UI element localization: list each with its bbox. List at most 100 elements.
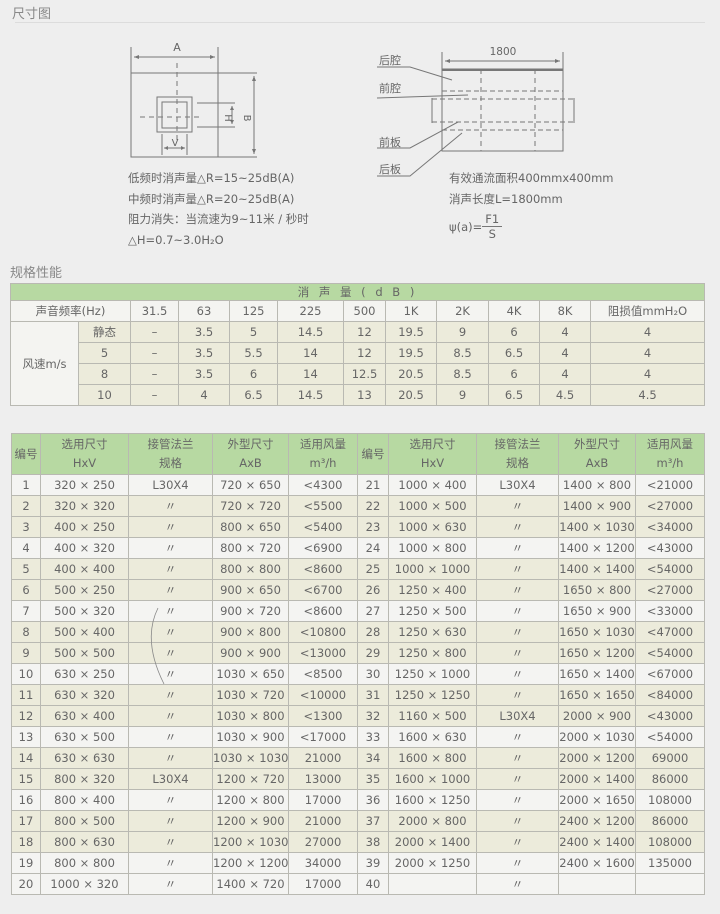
freq-header: 63	[178, 300, 230, 322]
length-label: 1800	[490, 46, 517, 58]
table-cell: <54000	[635, 726, 705, 748]
value-cell: 6.5	[488, 342, 540, 364]
column-header: 外型尺寸 AxB	[558, 433, 636, 475]
table-cell: 〃	[128, 558, 213, 580]
table-cell: <43000	[635, 537, 705, 559]
table-cell: <54000	[635, 558, 705, 580]
table-cell: 86000	[635, 768, 705, 790]
table-cell: 86000	[635, 810, 705, 832]
table-cell: <17000	[288, 726, 358, 748]
table-cell: 18	[11, 831, 41, 853]
table-cell: 〃	[476, 516, 559, 538]
table-cell: 630 × 630	[40, 747, 129, 769]
value-cell: 4	[589, 321, 706, 343]
table-cell: 〃	[128, 726, 213, 748]
speed-value: 10	[78, 384, 131, 406]
table-cell: 31	[357, 684, 389, 706]
table-cell: 720 × 720	[212, 495, 289, 517]
freq-header: 4K	[488, 300, 540, 322]
right-notes: 有效通流面积400mmx400mm 消声长度L=1800mm	[449, 168, 614, 209]
table-cell: 2000 × 1250	[388, 852, 477, 874]
table-cell: 22	[357, 495, 389, 517]
table-cell: 2000 × 1400	[558, 768, 636, 790]
part-label: 前板	[379, 135, 401, 149]
freq-header: 阻损值mmH₂O	[589, 300, 706, 322]
table-cell: 17	[11, 810, 41, 832]
freq-header: 8K	[539, 300, 591, 322]
table-cell: 35	[357, 768, 389, 790]
table-cell: 1650 × 1200	[558, 642, 636, 664]
value-cell: 4	[589, 363, 706, 385]
value-cell: 14.5	[277, 321, 344, 343]
table-cell: 〃	[476, 726, 559, 748]
value-cell: 3.5	[178, 321, 230, 343]
table-cell: 〃	[476, 558, 559, 580]
table-cell: 1200 × 1200	[212, 852, 289, 874]
value-cell: 9	[436, 321, 489, 343]
value-cell: 19.5	[385, 342, 437, 364]
table-cell: 1250 × 630	[388, 621, 477, 643]
table-cell: 1400 × 1030	[558, 516, 636, 538]
table-row: 10 630 × 250 〃 1030 × 650 <8500 30 1250 × 1000…	[11, 663, 705, 685]
formula: ψ(a)= F1 S	[449, 212, 503, 241]
table-cell: 〃	[476, 537, 559, 559]
table-cell: <4300	[288, 474, 358, 496]
speed-value: 8	[78, 363, 131, 385]
freq-header: 125	[229, 300, 278, 322]
header-line: AxB	[585, 456, 609, 470]
table-cell: <10800	[288, 621, 358, 643]
table-cell: 900 × 720	[212, 600, 289, 622]
table-row: 11 630 × 320 〃 1030 × 720 <10000 31 1250 × 125…	[11, 684, 705, 706]
table-row: 2 320 × 320 〃 720 × 720 <5500 22 1000 × 500 〃 14…	[11, 495, 705, 517]
table-cell: 16	[11, 789, 41, 811]
value-cell: 20.5	[385, 363, 437, 385]
table-row: 5–3.5 5.5 14 12 19.5 8.5 6.5 4 4	[10, 342, 706, 364]
table-cell: 1650 × 1400	[558, 663, 636, 685]
table-cell: 5	[11, 558, 41, 580]
table-cell: L30X4	[128, 768, 213, 790]
table-cell: 1000 × 800	[388, 537, 477, 559]
table-cell: 900 × 900	[212, 642, 289, 664]
table-cell: 1030 × 650	[212, 663, 289, 685]
table-cell: 1000 × 320	[40, 873, 129, 895]
table-row: 18 800 × 630 〃 1200 × 1030 27000 38 2000 × 140…	[11, 831, 705, 853]
table-cell: <13000	[288, 642, 358, 664]
table-cell	[558, 873, 636, 895]
table-cell: 1200 × 800	[212, 789, 289, 811]
header-line: 适用风量	[647, 437, 693, 451]
column-header: 选用尺寸 HxV	[40, 433, 129, 475]
table-cell: 108000	[635, 789, 705, 811]
table-cell: 800 × 800	[212, 558, 289, 580]
table-cell: 1030 × 800	[212, 705, 289, 727]
column-header: 接管法兰 规格	[476, 433, 559, 475]
value-cell: 14	[277, 363, 344, 385]
part-label: 前腔	[379, 81, 401, 95]
value-cell: 3.5	[178, 363, 230, 385]
table-cell: 400 × 320	[40, 537, 129, 559]
freq-label: 声音频率(Hz)	[10, 300, 131, 322]
table-cell: 900 × 650	[212, 579, 289, 601]
header-line: 规格	[506, 456, 529, 470]
table-cell: 2000 × 800	[388, 810, 477, 832]
table-cell: L30X4	[476, 705, 559, 727]
table-cell: 1200 × 720	[212, 768, 289, 790]
table-cell	[635, 873, 705, 895]
silencer-body	[441, 68, 564, 152]
table-cell: 〃	[128, 663, 213, 685]
table-cell: 13	[11, 726, 41, 748]
header-line: HxV	[420, 456, 445, 470]
table-cell: 800 × 720	[212, 537, 289, 559]
table-row: 17 800 × 500 〃 1200 × 900 21000 37 2000 × 800 〃…	[11, 810, 705, 832]
table-cell: 400 × 400	[40, 558, 129, 580]
duct-opening	[161, 101, 188, 129]
table-cell: <33000	[635, 600, 705, 622]
header-line: AxB	[239, 456, 262, 470]
part-label: 后板	[379, 162, 401, 176]
table-cell: 1030 × 900	[212, 726, 289, 748]
table-row: 8–3.5 6 14 12.5 20.5 8.5 6 4 4	[10, 363, 706, 385]
table-cell: 500 × 500	[40, 642, 129, 664]
header-line: 接管法兰	[147, 437, 194, 451]
table-cell: 2000 × 1400	[388, 831, 477, 853]
table-cell: 27000	[288, 831, 358, 853]
table-cell: 500 × 320	[40, 600, 129, 622]
